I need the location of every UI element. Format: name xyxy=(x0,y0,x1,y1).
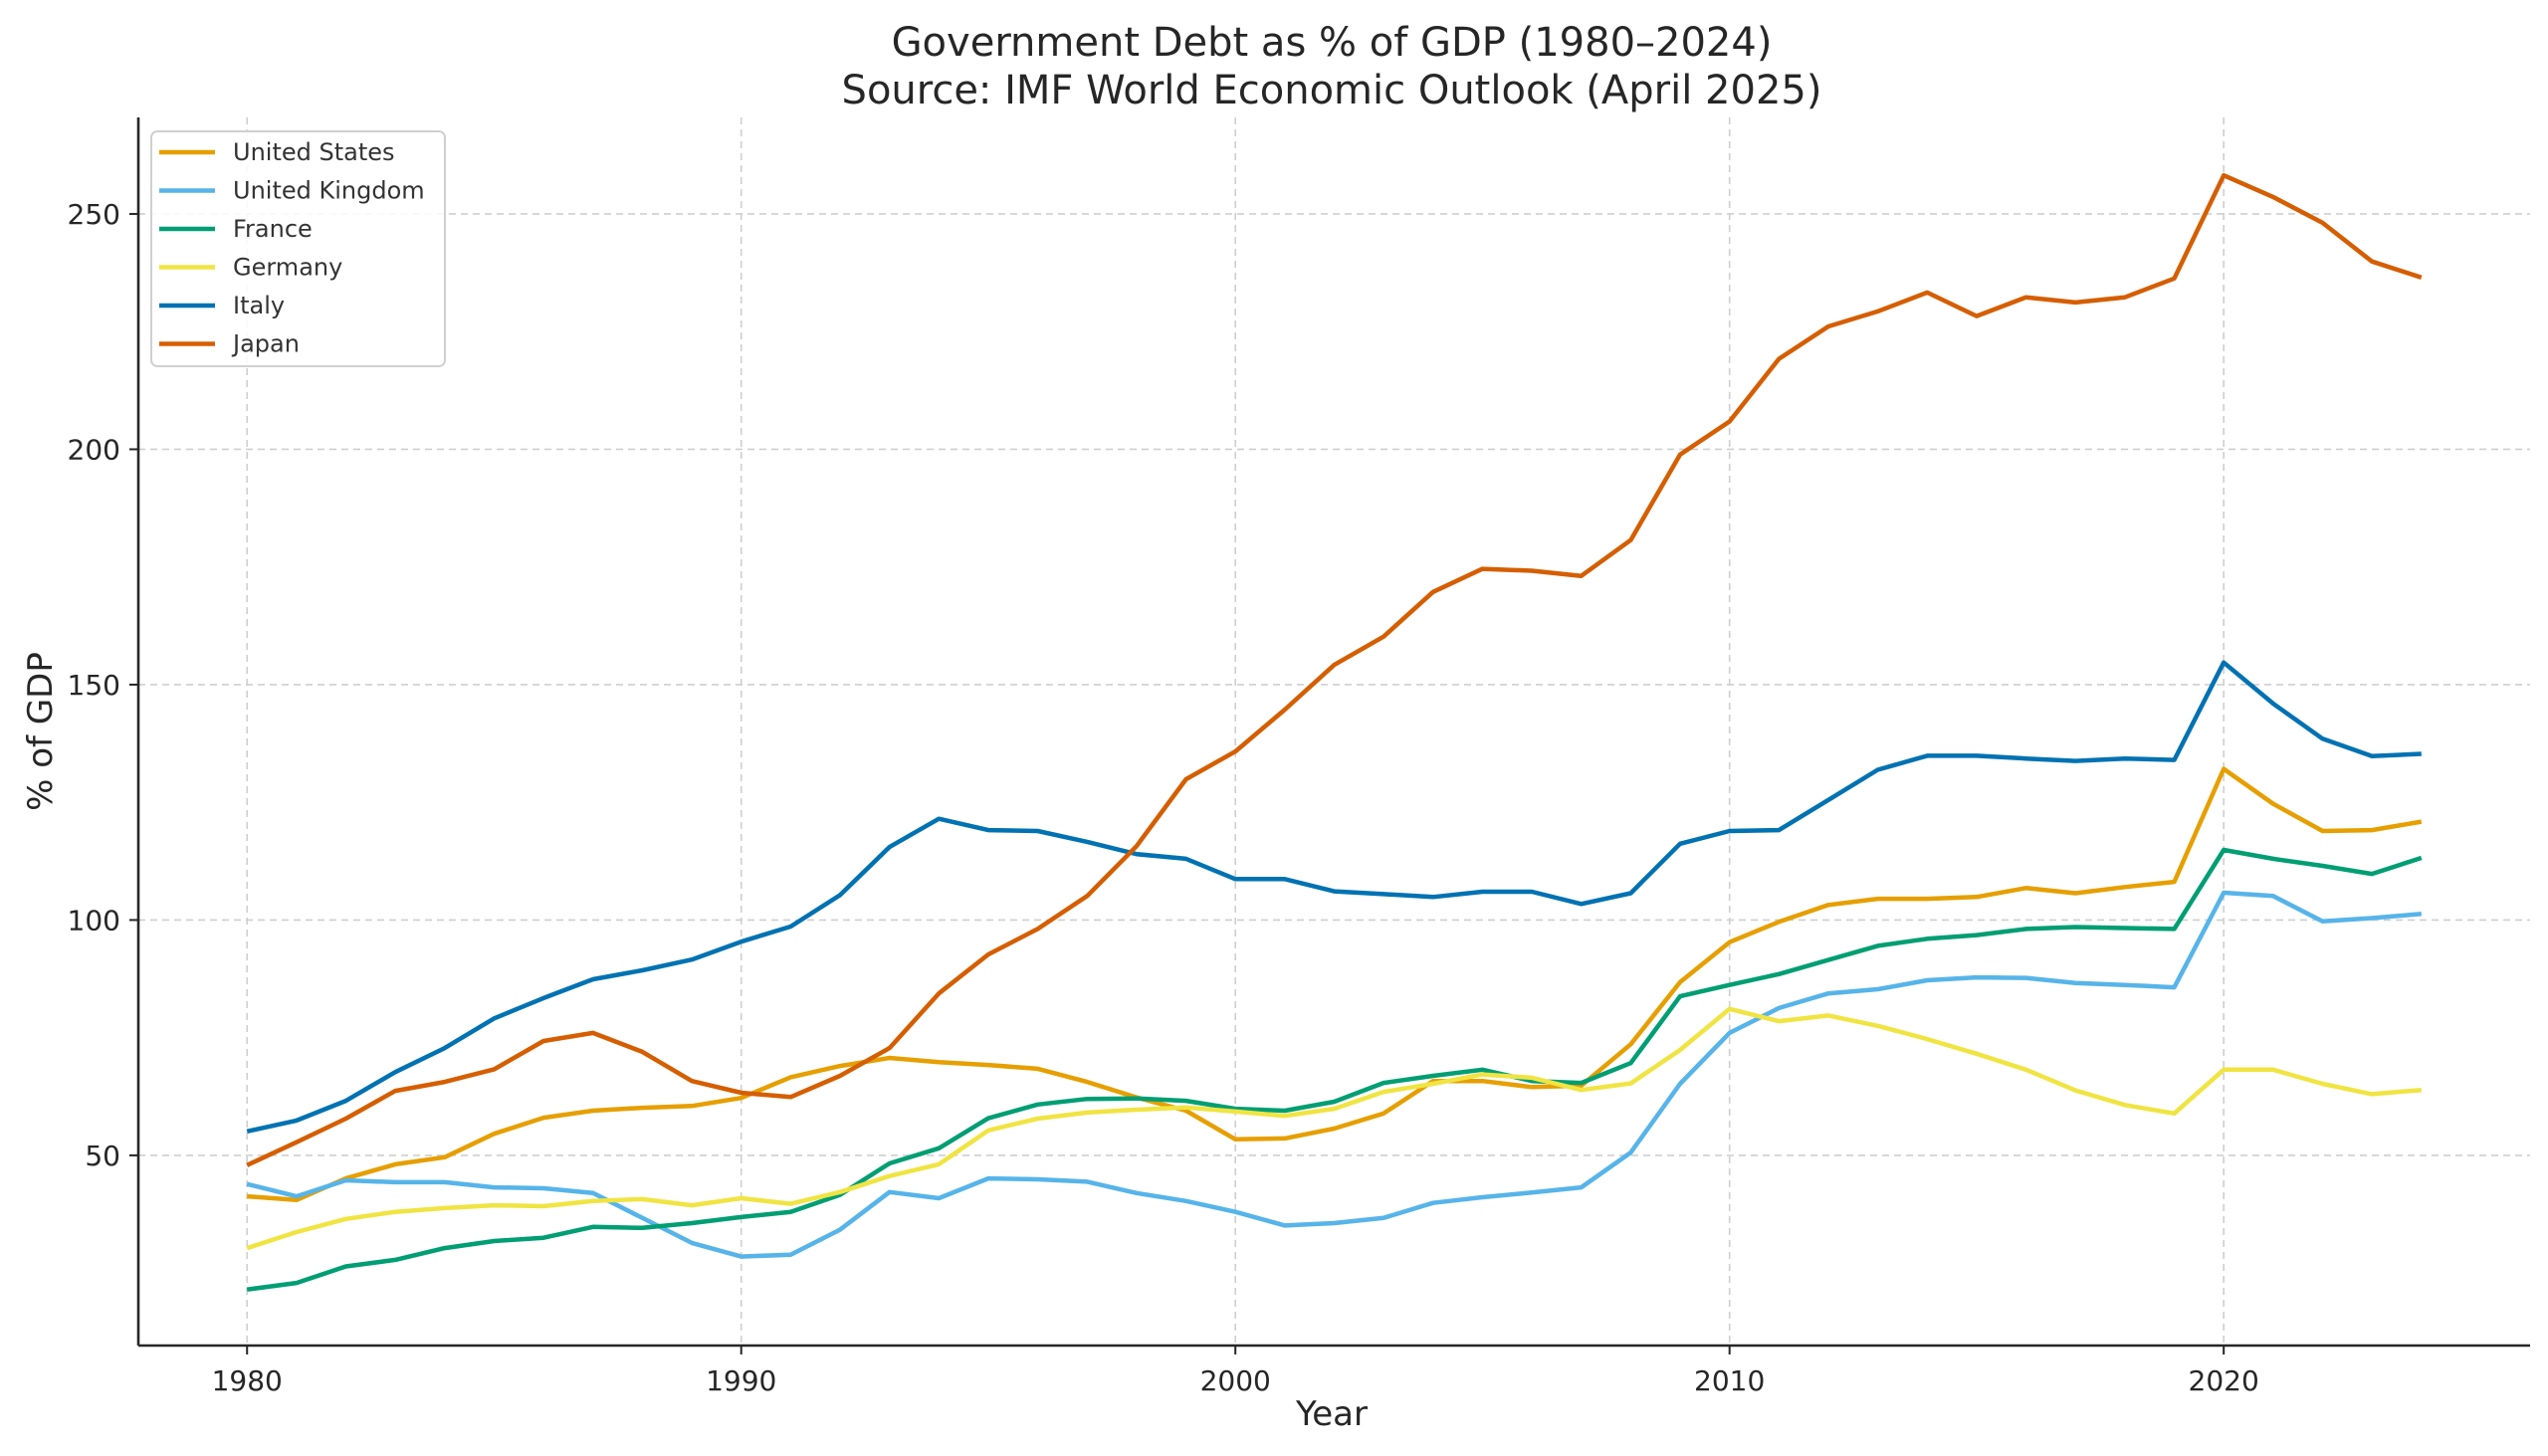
chart-title: Government Debt as % of GDP (1980–2024) xyxy=(892,20,1773,66)
legend-label-germany: Germany xyxy=(233,254,342,282)
legend-item-united-kingdom: United Kingdom xyxy=(159,177,425,205)
y-tick-label: 200 xyxy=(68,433,120,466)
y-gridlines xyxy=(138,213,2530,1156)
y-tick-label: 100 xyxy=(68,904,120,936)
x-tick-label: 1990 xyxy=(706,1364,776,1397)
legend-label-united-kingdom: United Kingdom xyxy=(233,177,425,205)
legend-item-japan: Japan xyxy=(159,330,300,358)
legend-frame xyxy=(150,130,446,367)
chart-subtitle: Source: IMF World Economic Outlook (Apri… xyxy=(842,68,1822,113)
y-axis-label: % of GDP xyxy=(21,652,61,811)
series-line-japan xyxy=(246,172,2423,1167)
x-axis-ticks: 1980 1990 2000 2010 2020 xyxy=(212,1346,2259,1397)
legend-item-france: France xyxy=(159,215,313,243)
x-tick-label: 2000 xyxy=(1200,1364,1271,1397)
y-tick-label: 150 xyxy=(68,669,120,702)
y-tick-label: 250 xyxy=(68,198,120,231)
series-line-italy xyxy=(246,660,2422,1134)
series-lines xyxy=(246,172,2423,1292)
legend-item-united-states: United States xyxy=(159,138,395,166)
x-tick-label: 2020 xyxy=(2189,1364,2259,1397)
legend: United States United Kingdom France Germany… xyxy=(150,130,446,367)
x-tick-label: 1980 xyxy=(212,1364,283,1397)
legend-label-france: France xyxy=(233,215,313,243)
y-axis-ticks: 50 100 150 200 250 xyxy=(68,198,138,1172)
x-axis-label: Year xyxy=(1295,1394,1368,1434)
legend-item-germany: Germany xyxy=(159,254,342,282)
series-line-united-states xyxy=(247,766,2423,1203)
y-tick-label: 50 xyxy=(85,1140,120,1172)
series-line-germany xyxy=(246,1006,2422,1251)
legend-item-italy: Italy xyxy=(159,292,285,319)
legend-label-united-states: United States xyxy=(233,138,395,166)
series-line-france xyxy=(246,847,2423,1292)
legend-label-italy: Italy xyxy=(233,292,285,319)
x-tick-label: 2010 xyxy=(1694,1364,1765,1397)
legend-label-japan: Japan xyxy=(231,330,300,358)
